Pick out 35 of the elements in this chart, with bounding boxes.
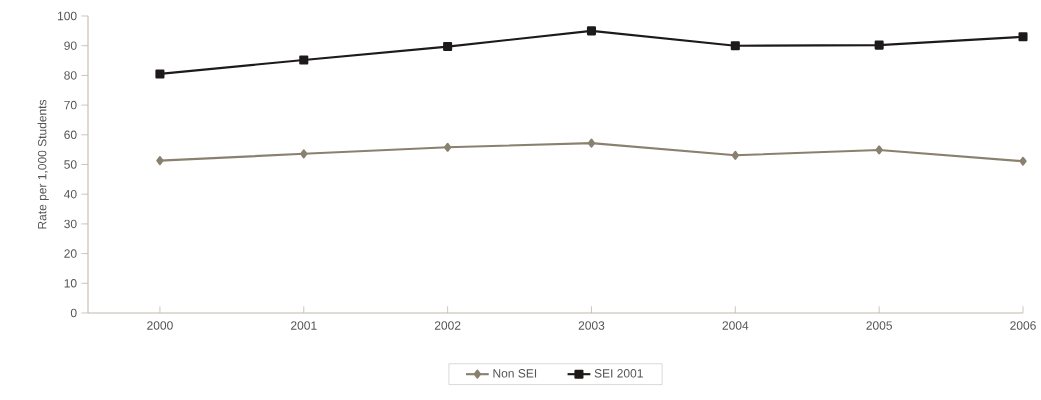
x-tick-label: 2001 <box>291 321 317 330</box>
y-tick-label: 40 <box>63 189 77 199</box>
point <box>875 145 883 155</box>
x-tick-label: 2006 <box>1010 321 1036 330</box>
y-tick-label: 10 <box>64 279 77 288</box>
point <box>874 40 884 50</box>
point <box>155 69 165 79</box>
point <box>731 150 739 160</box>
y-tick-label: 50 <box>64 160 77 169</box>
y-tick-label: 90 <box>64 41 77 50</box>
y-tick-label: 70 <box>64 100 77 110</box>
point <box>1019 156 1027 166</box>
x-tick-label: 2003 <box>578 321 605 330</box>
y-tick-label: 0 <box>70 308 77 318</box>
y-tick-label: 30 <box>64 219 77 229</box>
point <box>443 42 453 52</box>
point <box>300 149 308 159</box>
point <box>730 41 740 51</box>
legend-label: SEI 2001 <box>594 369 643 378</box>
legend-label: Non SEI <box>493 369 537 378</box>
y-tick-label: 20 <box>64 249 77 258</box>
point <box>443 142 452 152</box>
x-tick-label: 2002 <box>434 321 461 330</box>
point <box>586 26 597 36</box>
x-tick-label: 2000 <box>147 321 173 330</box>
point <box>299 55 309 65</box>
point <box>1018 32 1028 42</box>
point <box>587 138 596 148</box>
y-tick-label: 60 <box>64 130 77 140</box>
y-tick-label: 100 <box>57 11 77 21</box>
y-axis-title: Rate per 1,000 Students <box>37 99 49 229</box>
y-tick-label: 80 <box>64 71 77 80</box>
point <box>156 156 164 166</box>
x-tick-label: 2004 <box>722 321 749 330</box>
x-tick-label: 2005 <box>866 321 892 330</box>
